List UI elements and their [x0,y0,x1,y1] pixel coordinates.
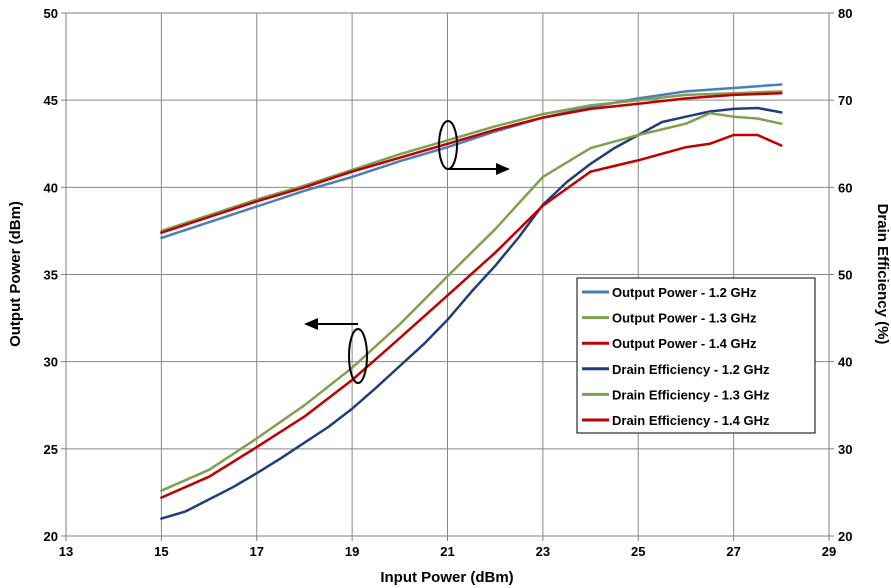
x-axis-title: Input Power (dBm) [380,569,513,586]
x-tick-label: 21 [440,544,454,559]
y-left-axis-ticks: 20 25 30 35 40 45 50 [44,6,66,544]
annotation-arrow-right-head [496,163,510,175]
legend: Output Power - 1.2 GHz Output Power - 1.3… [576,277,816,434]
y-right-tick-label: 40 [838,355,852,370]
annotation-ellipse-output [348,328,368,384]
annotations [304,120,510,384]
series-line-2 [160,91,783,234]
series-layer [160,83,783,520]
y-left-axis-title: Output Power (dBm) [7,201,24,347]
y-right-tick-label: 30 [838,442,852,457]
y-right-axis-ticks: 20 30 40 50 60 70 80 [829,6,852,544]
legend-label-3: Drain Efficiency - 1.2 GHz [612,362,770,377]
y-right-tick-label: 20 [838,529,852,544]
y-right-tick-label: 50 [838,268,852,283]
legend-label-5: Drain Efficiency - 1.4 GHz [612,413,770,428]
x-tick-label: 17 [250,544,264,559]
y-left-tick-label: 20 [44,529,58,544]
y-left-tick-label: 30 [44,355,58,370]
legend-label-2: Output Power - 1.4 GHz [612,336,757,351]
series-line-3 [160,106,783,520]
x-axis-ticks: 13 15 17 19 21 23 25 27 29 [59,536,836,559]
x-tick-label: 15 [154,544,168,559]
legend-label-4: Drain Efficiency - 1.3 GHz [612,387,770,402]
x-tick-label: 27 [726,544,740,559]
legend-label-0: Output Power - 1.2 GHz [612,285,757,300]
y-right-tick-label: 70 [838,93,852,108]
x-tick-label: 19 [345,544,359,559]
y-right-axis-title: Drain Efficiency (%) [874,204,891,345]
x-tick-label: 29 [822,544,836,559]
y-right-tick-label: 80 [838,6,852,21]
x-tick-label: 23 [536,544,550,559]
y-left-tick-label: 45 [44,93,58,108]
x-tick-label: 25 [631,544,645,559]
y-left-tick-label: 40 [44,180,58,195]
x-tick-label: 13 [59,544,73,559]
series-line-0 [160,83,783,240]
legend-box [576,277,816,434]
y-left-tick-label: 50 [44,6,58,21]
legend-label-1: Output Power - 1.3 GHz [612,311,757,326]
y-right-tick-label: 60 [838,180,852,195]
y-left-tick-label: 25 [44,442,58,457]
series-line-5 [160,133,783,499]
y-left-tick-label: 35 [44,268,58,283]
series-line-1 [160,90,783,233]
annotation-ellipse-efficiency [438,120,458,170]
series-line-4 [160,111,783,492]
annotation-arrow-left-head [304,318,318,330]
